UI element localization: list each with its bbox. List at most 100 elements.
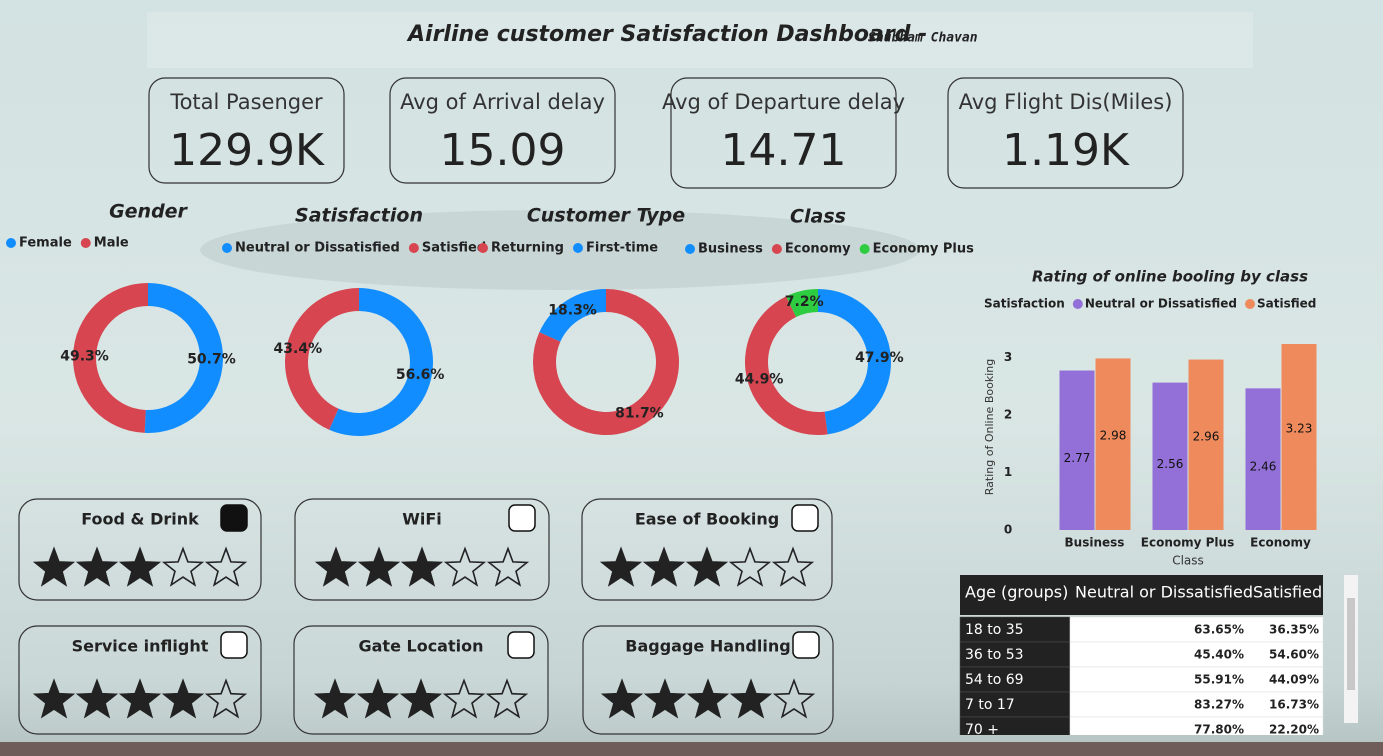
table-cell: 63.65% bbox=[1194, 623, 1244, 637]
legend-marker bbox=[771, 244, 782, 254]
star-filled bbox=[600, 678, 644, 719]
star-filled bbox=[314, 546, 358, 587]
legend-label: Satisfied bbox=[1257, 297, 1316, 311]
y-tick-label: 2 bbox=[1004, 407, 1012, 421]
donut-slice bbox=[144, 283, 224, 433]
kpi-value: 15.09 bbox=[440, 125, 566, 176]
star-rating bbox=[313, 678, 529, 719]
legend-label: Neutral or Dissatisfied bbox=[235, 241, 400, 256]
data-label: 18.3% bbox=[548, 302, 597, 318]
star-empty bbox=[485, 678, 529, 719]
star-filled bbox=[32, 546, 76, 587]
rating-label: Food & Drink bbox=[81, 510, 199, 529]
star-filled bbox=[75, 678, 119, 719]
star-filled bbox=[400, 546, 444, 587]
data-label: 81.7% bbox=[615, 406, 664, 422]
data-label: 49.3% bbox=[60, 349, 109, 365]
star-filled bbox=[313, 678, 357, 719]
rating-label: WiFi bbox=[402, 510, 442, 529]
kpi-label: Avg of Arrival delay bbox=[400, 90, 605, 114]
x-tick-label: Economy bbox=[1250, 536, 1311, 550]
table-header: Satisfied bbox=[1253, 583, 1322, 602]
star-empty bbox=[204, 678, 248, 719]
x-tick-label: Business bbox=[1065, 536, 1125, 550]
table-cell: 18 to 35 bbox=[965, 622, 1024, 638]
bar bbox=[1245, 388, 1281, 530]
table-header: Neutral or Dissatisfied bbox=[1075, 583, 1253, 602]
donut-slice bbox=[539, 289, 606, 342]
legend-title: Satisfaction bbox=[984, 297, 1065, 311]
bottom-strip bbox=[0, 742, 1383, 756]
data-label: 2.98 bbox=[1100, 429, 1127, 443]
kpi-label: Avg of Departure delay bbox=[662, 90, 905, 114]
table-cell: 54.60% bbox=[1269, 648, 1319, 662]
data-label: 2.77 bbox=[1064, 451, 1091, 465]
star-rating bbox=[600, 678, 816, 719]
chart-title: Rating of online booling by class bbox=[1032, 268, 1308, 286]
star-filled bbox=[599, 546, 643, 587]
chart-title: Gender bbox=[109, 201, 188, 223]
star-filled bbox=[399, 678, 443, 719]
chart-title: Satisfaction bbox=[295, 205, 423, 227]
kpi-value: 129.9K bbox=[169, 125, 325, 176]
rating-icon bbox=[507, 631, 535, 659]
legend-label: Economy bbox=[785, 242, 851, 257]
table-cell: 16.73% bbox=[1269, 698, 1319, 712]
legend-marker bbox=[6, 238, 16, 248]
legend-label: Economy Plus bbox=[873, 242, 974, 257]
table-cell: 54 to 69 bbox=[965, 672, 1024, 688]
kpi-label: Avg Flight Dis(Miles) bbox=[959, 90, 1173, 114]
legend-marker bbox=[1072, 299, 1083, 309]
star-empty bbox=[771, 546, 815, 587]
star-empty bbox=[442, 678, 486, 719]
row-bg bbox=[1069, 691, 1324, 718]
row-head-bg bbox=[959, 616, 1071, 643]
star-empty bbox=[486, 546, 530, 587]
legend-label: Satisfied bbox=[422, 241, 486, 256]
bar bbox=[1059, 370, 1095, 530]
legend-label: Male bbox=[94, 236, 129, 251]
chart-title: Customer Type bbox=[527, 205, 685, 227]
legend-marker bbox=[222, 243, 232, 253]
row-bg bbox=[1069, 641, 1324, 668]
chart-title: Class bbox=[790, 206, 846, 228]
rating-icon bbox=[220, 504, 248, 532]
data-label: 7.2% bbox=[785, 294, 824, 310]
rating-label: Service inflight bbox=[72, 637, 209, 656]
table-header: Age (groups) bbox=[965, 583, 1068, 602]
data-label: 47.9% bbox=[855, 350, 904, 366]
star-empty bbox=[772, 678, 816, 719]
rating-icon bbox=[792, 631, 820, 659]
row-bg bbox=[1069, 716, 1324, 735]
legend-marker bbox=[859, 244, 870, 254]
y-tick-label: 0 bbox=[1004, 523, 1012, 537]
plane-silhouette bbox=[200, 210, 920, 290]
y-axis-label: Rating of Online Booking bbox=[983, 359, 996, 495]
star-rating bbox=[599, 546, 815, 587]
data-label: 50.7% bbox=[187, 351, 236, 367]
donut-slice bbox=[285, 288, 359, 430]
donut-slice bbox=[329, 288, 434, 436]
star-filled bbox=[642, 546, 686, 587]
bar bbox=[1095, 358, 1131, 530]
row-bg bbox=[1069, 666, 1324, 693]
kpi-value: 14.71 bbox=[721, 125, 847, 176]
scroll-thumb[interactable] bbox=[1347, 598, 1355, 690]
star-filled bbox=[32, 678, 76, 719]
legend-label: Returning bbox=[491, 241, 564, 256]
legend-marker bbox=[572, 243, 583, 253]
x-axis-label: Class bbox=[1172, 554, 1204, 568]
table-cell: 7 to 17 bbox=[965, 697, 1015, 713]
rating-label: Baggage Handling bbox=[625, 637, 790, 656]
data-label: 43.4% bbox=[274, 341, 323, 357]
legend-label: Female bbox=[19, 236, 72, 251]
legend-label: Neutral or Dissatisfied bbox=[1085, 297, 1237, 311]
table-cell: 36 to 53 bbox=[965, 647, 1024, 663]
kpi-card bbox=[947, 77, 1184, 189]
bar bbox=[1281, 344, 1317, 530]
star-empty bbox=[728, 546, 772, 587]
y-tick-label: 3 bbox=[1004, 350, 1012, 364]
star-empty bbox=[443, 546, 487, 587]
star-rating bbox=[32, 678, 248, 719]
